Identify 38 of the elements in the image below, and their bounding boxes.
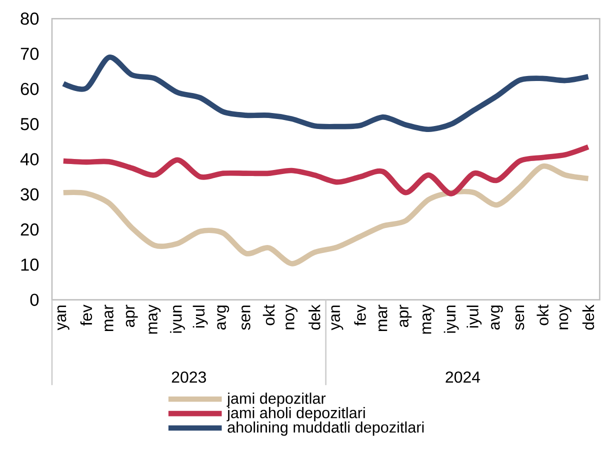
legend-label: jami aholi depozitlari [226,406,365,422]
text: 2023 [172,371,206,383]
x-tick-label: noy [559,304,572,330]
x-tick-label: okt [262,304,275,325]
x-tick-label: iyul [192,305,208,328]
y-tick-label: 40 [20,152,39,166]
legend-label: aholining muddatli depozitlari [228,421,424,436]
y-tick-label: 80 [20,12,39,25]
y-tick-label: 60 [20,82,39,95]
x-tick-label: avg [491,305,503,330]
y-tick-label: 70 [20,47,39,60]
x-tick-label: fev [354,304,366,326]
y-tick-label: 20 [20,223,39,236]
x-tick-label: apr [126,304,138,327]
x-tick-label: iyul [466,305,482,328]
x-tick-label: iyun [444,305,459,333]
x-tick-label: okt [536,304,548,325]
x-tick-label: sen [515,305,524,330]
x-tick-label: dek [582,304,594,330]
legend-label: jami depozitlar [226,392,326,407]
x-tick-label: may [148,304,161,334]
x-tick-label: iyun [170,305,185,333]
x-tick-label: avg [217,305,230,330]
x-tick-label: mar [378,304,388,331]
y-tick-label: 10 [21,258,39,271]
y-tick-label: 30 [20,188,39,200]
text: 2024 [446,371,480,383]
x-tick-label: may [422,304,434,334]
x-tick-label: dek [308,304,320,330]
x-tick-label: yan [331,305,344,330]
x-tick-label: yan [57,305,70,330]
y-tick-label: 50 [20,118,39,130]
x-tick-label: fev [80,304,92,326]
x-tick-label: noy [286,304,298,330]
x-tick-label: mar [104,304,114,331]
x-tick-label: apr [400,304,412,327]
x-tick-label: sen [242,305,250,330]
y-tick-label: 0 [30,293,39,306]
